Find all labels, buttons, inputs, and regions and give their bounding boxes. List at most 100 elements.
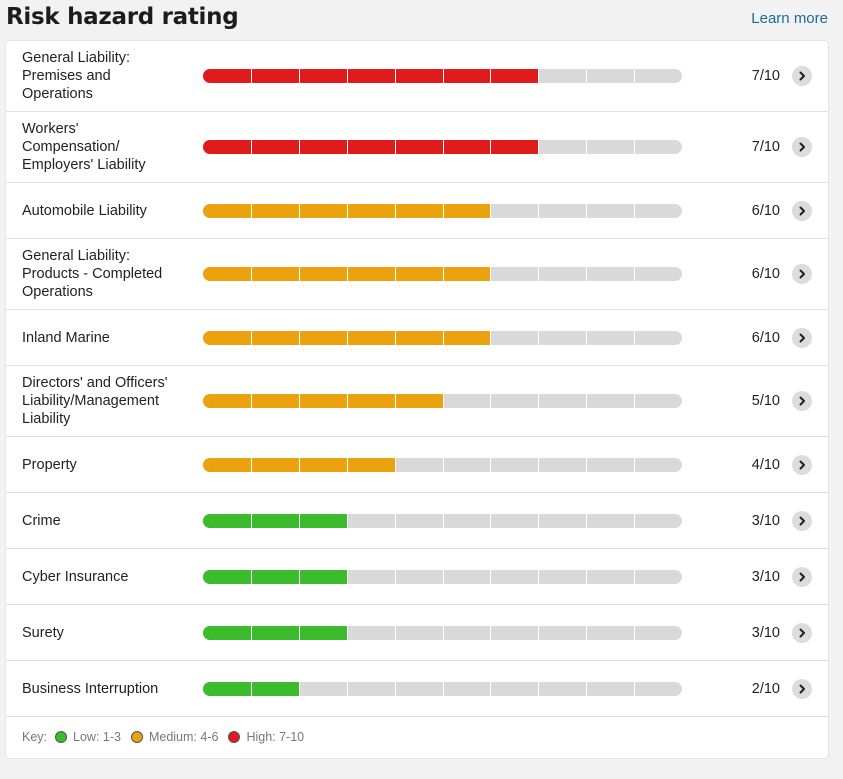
rating-bar-divider	[490, 625, 492, 640]
rating-bar-divider	[298, 394, 300, 408]
rating-bar-divider	[586, 140, 588, 154]
rating-bar-divider	[490, 69, 492, 83]
rating-bar	[203, 681, 682, 696]
risk-row-label-line: Premises and	[22, 68, 111, 84]
page-title: Risk hazard rating	[6, 4, 239, 30]
rating-bar-divider	[538, 513, 540, 528]
risk-row[interactable]: Surety 3/10	[6, 605, 828, 661]
rating-bar-divider	[538, 267, 540, 281]
rating-bar-divider	[250, 457, 252, 472]
low-dot-icon	[55, 731, 68, 743]
rating-bar-divider	[490, 457, 492, 472]
rating-bar	[203, 457, 682, 472]
risk-score: 5/10	[751, 393, 780, 409]
rating-bar-divider	[346, 625, 348, 640]
rating-bar-divider	[442, 203, 444, 218]
chevron-right-icon[interactable]	[792, 327, 812, 348]
rating-bar-divider	[442, 513, 444, 528]
rating-bar-divider	[538, 457, 540, 472]
rating-bar-divider	[490, 203, 492, 218]
rating-bar-divider	[634, 203, 636, 218]
risk-row[interactable]: Business Interruption 2/10	[6, 661, 828, 717]
chevron-right-icon[interactable]	[792, 264, 812, 284]
risk-row-label: Cyber Insurance	[22, 568, 192, 586]
rating-bar-divider	[586, 394, 588, 408]
risk-row-label-line: Compensation/	[22, 139, 120, 155]
risk-score: 7/10	[751, 139, 780, 155]
rating-bar-divider	[250, 394, 252, 408]
risk-row[interactable]: Directors' and Officers' Liability/Manage…	[6, 366, 828, 437]
chevron-right-icon[interactable]	[792, 66, 812, 86]
rating-bar-divider	[634, 267, 636, 281]
rating-bar-divider	[490, 267, 492, 281]
risk-row-label: Crime	[22, 512, 192, 530]
chevron-right-icon[interactable]	[792, 622, 812, 643]
risk-row-label: Directors' and Officers' Liability/Manage…	[22, 374, 192, 428]
rating-bar-divider	[538, 69, 540, 83]
risk-row-label-line: Operations	[22, 86, 93, 102]
risk-score: 7/10	[751, 68, 780, 84]
rating-bar	[203, 69, 682, 83]
rating-bar	[203, 203, 682, 218]
rating-bar	[203, 625, 682, 640]
rating-bar-divider	[538, 140, 540, 154]
rating-bar-divider	[586, 625, 588, 640]
rating-bar-divider	[346, 267, 348, 281]
rating-bar-divider	[634, 140, 636, 154]
risk-row[interactable]: Cyber Insurance 3/10	[6, 549, 828, 605]
risk-rating-card: Key: Low: 1-3 Medium: 4-6 High: 7-10 Gen…	[6, 41, 828, 758]
risk-row-label: Automobile Liability	[22, 202, 192, 220]
rating-bar-divider	[394, 330, 396, 345]
risk-row-label-line: General Liability:	[22, 50, 130, 66]
risk-row-label-line: General Liability:	[22, 248, 130, 264]
risk-row[interactable]: Workers' Compensation/Employers' Liabilit…	[6, 112, 828, 183]
rating-bar-divider	[442, 267, 444, 281]
risk-score: 6/10	[751, 266, 780, 282]
chevron-right-icon[interactable]	[792, 510, 812, 531]
rating-bar-divider	[586, 267, 588, 281]
chevron-right-icon[interactable]	[792, 678, 812, 699]
rating-bar-divider	[586, 330, 588, 345]
chevron-right-icon[interactable]	[792, 391, 812, 411]
chevron-right-icon[interactable]	[792, 566, 812, 587]
risk-row[interactable]: Automobile Liability 6/10	[6, 183, 828, 239]
rating-bar-divider	[538, 681, 540, 696]
rating-bar	[203, 267, 682, 281]
risk-row[interactable]: Inland Marine 6/10	[6, 310, 828, 366]
rating-bar-divider	[298, 513, 300, 528]
risk-score: 6/10	[751, 202, 780, 219]
rating-bar-divider	[634, 513, 636, 528]
rating-bar	[203, 140, 682, 154]
risk-row-label: Business Interruption	[22, 680, 192, 698]
rating-bar-fill	[203, 625, 347, 640]
rating-bar-divider	[346, 203, 348, 218]
rating-bar-divider	[586, 69, 588, 83]
chevron-right-icon[interactable]	[792, 137, 812, 157]
rating-bar-divider	[442, 394, 444, 408]
rating-bar-divider	[346, 330, 348, 345]
learn-more-link[interactable]: Learn more	[751, 10, 828, 27]
risk-row[interactable]: General Liability: Premises and Operations…	[6, 41, 828, 112]
risk-row[interactable]: Crime 3/10	[6, 493, 828, 549]
rating-bar-divider	[490, 330, 492, 345]
risk-row-label-line: Business Interruption	[22, 680, 159, 697]
risk-score: 3/10	[751, 512, 780, 529]
rating-bar-divider	[250, 681, 252, 696]
rating-bar-fill	[203, 569, 347, 584]
key-medium: Medium: 4-6	[148, 730, 219, 744]
rating-bar-divider	[490, 394, 492, 408]
risk-row[interactable]: Property 4/10	[6, 437, 828, 493]
key-low: Low: 1-3	[73, 730, 121, 744]
risk-row[interactable]: General Liability: Products - Completed Op…	[6, 239, 828, 310]
chevron-right-icon[interactable]	[792, 200, 812, 221]
rating-bar-divider	[634, 457, 636, 472]
rating-bar-divider	[442, 457, 444, 472]
rating-bar-divider	[586, 681, 588, 696]
chevron-right-icon[interactable]	[792, 454, 812, 475]
rating-bar-divider	[346, 140, 348, 154]
rating-bar-divider	[442, 69, 444, 83]
rating-bar-divider	[346, 569, 348, 584]
rating-bar-divider	[634, 394, 636, 408]
header: Risk hazard rating Learn more	[0, 0, 843, 40]
key-high: High: 7-10	[246, 730, 305, 744]
